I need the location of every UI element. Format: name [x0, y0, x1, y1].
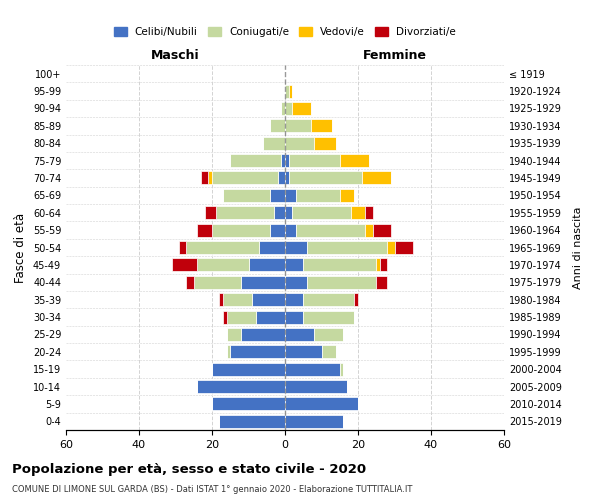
Bar — [285, 102, 292, 115]
Text: COMUNE DI LIMONE SUL GARDA (BS) - Dati ISTAT 1° gennaio 2020 - Elaborazione TUTT: COMUNE DI LIMONE SUL GARDA (BS) - Dati I… — [12, 485, 412, 494]
Bar — [285, 380, 347, 393]
Bar — [256, 310, 285, 324]
Bar — [197, 258, 248, 272]
Text: Femmine: Femmine — [362, 50, 427, 62]
Bar — [289, 84, 292, 98]
Bar — [285, 206, 292, 220]
Bar — [271, 120, 285, 132]
Bar — [289, 154, 340, 167]
Bar — [285, 120, 311, 132]
Y-axis label: Fasce di età: Fasce di età — [14, 212, 27, 282]
Bar — [296, 189, 340, 202]
Bar — [285, 346, 322, 358]
Bar — [278, 172, 285, 184]
Bar — [285, 154, 289, 167]
Bar — [197, 224, 212, 236]
Bar — [248, 258, 285, 272]
Bar — [292, 102, 311, 115]
Bar — [215, 206, 274, 220]
Bar — [340, 362, 343, 376]
Bar — [307, 276, 376, 289]
Bar — [296, 224, 365, 236]
Bar — [201, 172, 208, 184]
Bar — [285, 241, 307, 254]
Bar — [376, 258, 380, 272]
Bar — [285, 415, 343, 428]
Bar — [292, 206, 350, 220]
Bar — [303, 293, 355, 306]
Bar — [311, 120, 332, 132]
Bar — [285, 189, 296, 202]
Bar — [285, 398, 358, 410]
Bar — [220, 293, 223, 306]
Bar — [194, 276, 241, 289]
Text: Popolazione per età, sesso e stato civile - 2020: Popolazione per età, sesso e stato civil… — [12, 462, 366, 475]
Bar — [303, 258, 376, 272]
Bar — [373, 224, 391, 236]
Bar — [252, 293, 285, 306]
Bar — [340, 189, 355, 202]
Bar — [197, 380, 285, 393]
Text: Maschi: Maschi — [151, 50, 200, 62]
Bar — [223, 189, 271, 202]
Bar — [220, 415, 285, 428]
Bar — [241, 328, 285, 341]
Y-axis label: Anni di nascita: Anni di nascita — [573, 206, 583, 289]
Bar — [285, 84, 289, 98]
Bar — [263, 136, 285, 149]
Bar — [285, 224, 296, 236]
Bar — [241, 276, 285, 289]
Bar — [395, 241, 413, 254]
Bar — [230, 346, 285, 358]
Bar — [307, 241, 387, 254]
Bar — [285, 172, 289, 184]
Bar — [212, 398, 285, 410]
Bar — [227, 310, 256, 324]
Bar — [303, 310, 355, 324]
Bar — [227, 328, 241, 341]
Bar — [380, 258, 387, 272]
Bar — [376, 276, 387, 289]
Bar — [289, 172, 362, 184]
Bar — [227, 346, 230, 358]
Bar — [285, 328, 314, 341]
Bar — [350, 206, 365, 220]
Legend: Celibi/Nubili, Coniugati/e, Vedovi/e, Divorziati/e: Celibi/Nubili, Coniugati/e, Vedovi/e, Di… — [110, 23, 460, 42]
Bar — [271, 224, 285, 236]
Bar — [285, 293, 303, 306]
Bar — [355, 293, 358, 306]
Bar — [314, 136, 336, 149]
Bar — [285, 362, 340, 376]
Bar — [285, 276, 307, 289]
Bar — [187, 276, 194, 289]
Bar — [387, 241, 395, 254]
Bar — [223, 293, 252, 306]
Bar — [365, 206, 373, 220]
Bar — [274, 206, 285, 220]
Bar — [271, 189, 285, 202]
Bar — [281, 154, 285, 167]
Bar — [212, 362, 285, 376]
Bar — [259, 241, 285, 254]
Bar — [212, 224, 271, 236]
Bar — [365, 224, 373, 236]
Bar — [187, 241, 259, 254]
Bar — [285, 258, 303, 272]
Bar — [322, 346, 336, 358]
Bar — [285, 136, 314, 149]
Bar — [314, 328, 343, 341]
Bar — [179, 241, 187, 254]
Bar — [285, 310, 303, 324]
Bar — [172, 258, 197, 272]
Bar — [340, 154, 369, 167]
Bar — [208, 172, 212, 184]
Bar — [362, 172, 391, 184]
Bar — [230, 154, 281, 167]
Bar — [281, 102, 285, 115]
Bar — [205, 206, 215, 220]
Bar — [212, 172, 278, 184]
Bar — [223, 310, 227, 324]
